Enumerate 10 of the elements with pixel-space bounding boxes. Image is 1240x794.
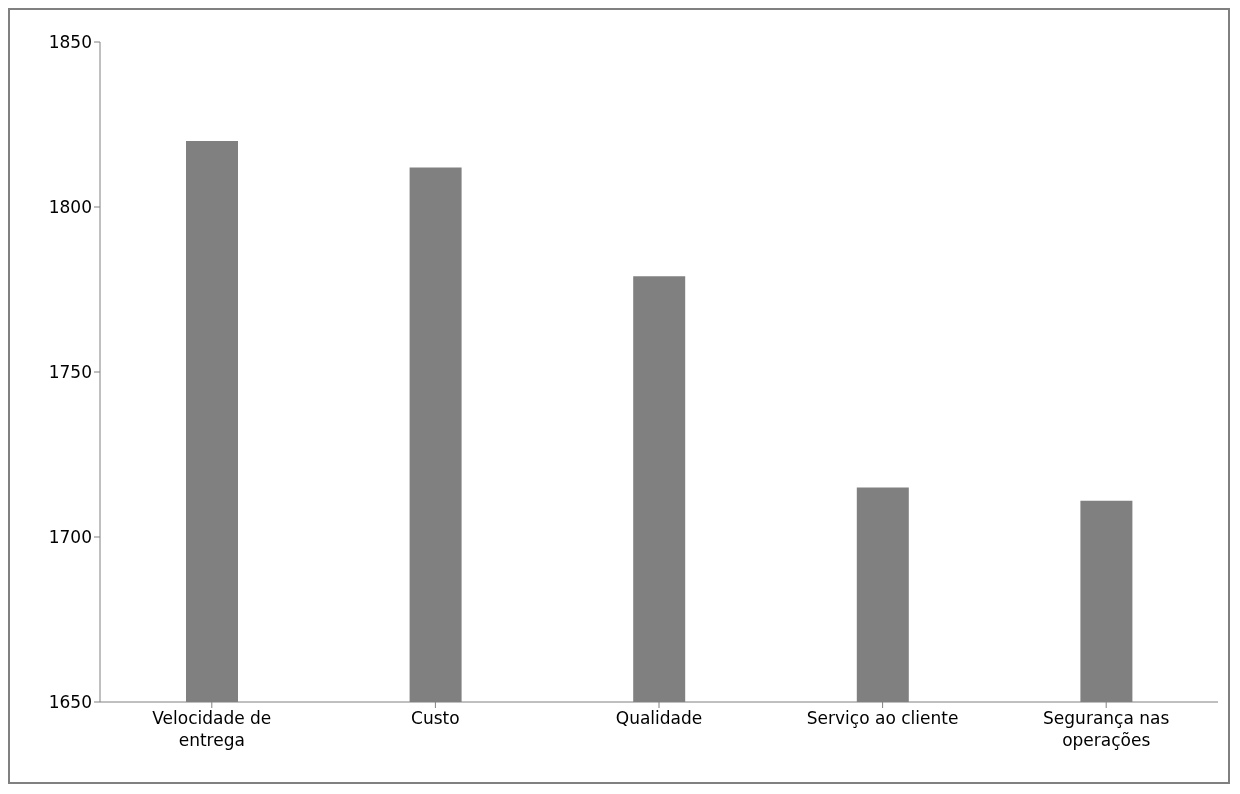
x-tick-label: Velocidade de entrega	[152, 708, 272, 750]
y-tick-label: 1800	[48, 197, 92, 218]
y-tick-label: 1650	[48, 692, 92, 713]
x-tick-label: Segurança nas operações	[1043, 708, 1170, 750]
x-tick-label: Custo	[411, 708, 460, 728]
x-tick-label: Qualidade	[615, 708, 703, 728]
y-tick-label: 1700	[48, 527, 92, 548]
y-tick-label: 1850	[48, 32, 92, 53]
y-tick-label: 1750	[48, 362, 92, 383]
x-tick-label: Serviço ao cliente	[806, 708, 959, 728]
